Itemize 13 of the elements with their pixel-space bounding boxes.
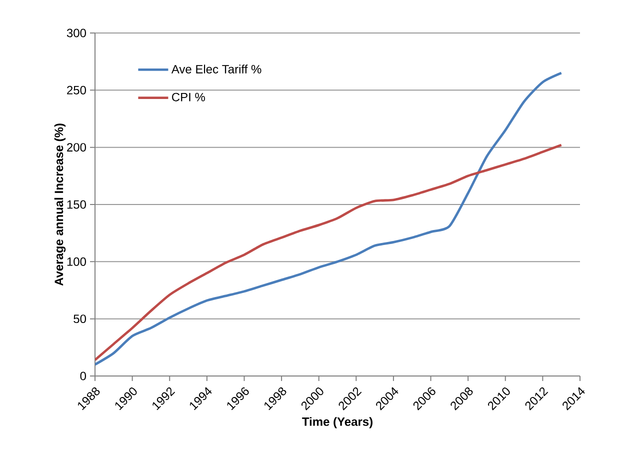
line-series bbox=[95, 144, 563, 362]
legend-label: CPI % bbox=[172, 92, 205, 102]
y-tick-label: 250 bbox=[67, 86, 86, 94]
y-axis-title: Average annual Increase (%) bbox=[54, 124, 66, 286]
x-axis-title: Time (Years) bbox=[302, 417, 372, 428]
y-tick-label: 150 bbox=[67, 200, 86, 209]
y-tick-label: 100 bbox=[67, 257, 86, 266]
y-tick-label: 300 bbox=[66, 28, 86, 38]
line-series bbox=[95, 72, 563, 366]
y-tick-label: 50 bbox=[74, 314, 86, 324]
y-tick-label: 200 bbox=[67, 143, 86, 152]
y-tick-label: 0 bbox=[80, 372, 86, 380]
legend-label: Ave Elec Tariff % bbox=[171, 64, 262, 74]
